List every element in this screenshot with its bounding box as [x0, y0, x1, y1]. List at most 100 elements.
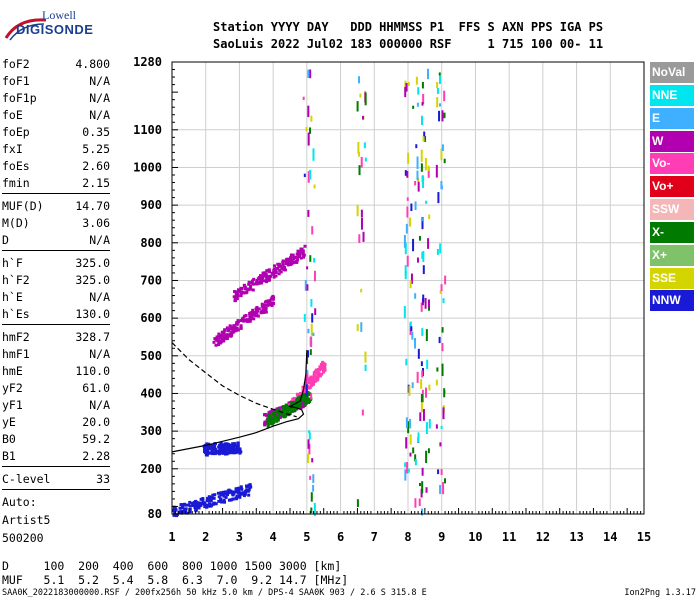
interference-point — [409, 321, 412, 329]
param-value: 110.0 — [75, 364, 110, 378]
divider — [2, 193, 110, 196]
echo-point — [230, 332, 234, 336]
x-tick-label: 1 — [168, 530, 175, 544]
echo-point — [270, 271, 274, 275]
auto-label: Auto: — [2, 495, 37, 509]
divider — [2, 489, 110, 492]
interference-point — [310, 323, 313, 336]
interference-point — [312, 148, 315, 161]
echo-point — [315, 369, 319, 373]
echo-point — [215, 451, 219, 455]
echo-point — [219, 445, 223, 449]
interference-point — [443, 90, 446, 102]
echo-point — [243, 490, 247, 494]
echo-point — [251, 279, 255, 283]
echo-point — [287, 401, 291, 405]
echo-point — [275, 415, 279, 419]
echo-point — [204, 450, 208, 454]
interference-point — [436, 81, 439, 89]
echo-point — [219, 442, 223, 446]
interference-point — [312, 474, 315, 483]
echo-point — [203, 505, 207, 509]
param-label: foEp — [2, 125, 30, 139]
echo-point — [227, 498, 231, 502]
param-row: foF2 4.800 — [2, 56, 110, 73]
echo-point — [235, 326, 239, 330]
echo-point — [230, 447, 234, 451]
interference-point — [442, 298, 445, 304]
interference-point — [358, 165, 361, 176]
echo-point — [306, 398, 310, 402]
echo-point — [270, 422, 274, 426]
x-tick-label: 8 — [404, 530, 411, 544]
interference-point — [438, 75, 441, 85]
echo-point — [222, 339, 226, 343]
param-row: hmF2 328.7 — [2, 329, 110, 346]
echo-point — [239, 291, 243, 295]
interference-point — [405, 82, 408, 92]
echo-point — [195, 503, 199, 507]
echo-point — [201, 497, 205, 501]
param-row: D N/A — [2, 232, 110, 249]
interference-point — [427, 299, 430, 308]
echo-point — [244, 314, 248, 318]
echo-point — [219, 341, 223, 345]
echo-point — [294, 405, 298, 409]
echo-point — [298, 252, 302, 256]
interference-point — [364, 157, 367, 162]
interference-point — [444, 478, 447, 484]
interference-point — [313, 270, 316, 282]
echo-point — [175, 514, 179, 518]
echo-point — [282, 405, 286, 409]
param-label: hmF1 — [2, 347, 30, 361]
interference-point — [422, 409, 425, 421]
echo-point — [294, 255, 298, 259]
param-row: foEs 2.60 — [2, 158, 110, 175]
echo-point — [234, 490, 238, 494]
interference-point — [361, 409, 364, 416]
echo-point — [263, 422, 267, 426]
interference-point — [416, 102, 419, 107]
interference-point — [356, 324, 359, 332]
echo-point — [209, 451, 213, 455]
echo-point — [244, 484, 248, 488]
echo-point — [277, 272, 281, 276]
echo-point — [279, 415, 283, 419]
echo-point — [301, 385, 305, 389]
echo-point — [216, 338, 220, 342]
echo-point — [300, 397, 304, 401]
echo-point — [266, 422, 270, 426]
echo-point — [296, 252, 300, 256]
echo-point — [239, 486, 243, 490]
echo-point — [271, 416, 275, 420]
x-tick-label: 6 — [337, 530, 344, 544]
echo-point — [276, 418, 280, 422]
echo-point — [275, 419, 279, 423]
echo-point — [218, 447, 222, 451]
echo-point — [301, 401, 305, 405]
echo-point — [317, 368, 321, 372]
interference-point — [439, 103, 442, 107]
interference-point — [307, 132, 310, 146]
interference-point — [306, 266, 309, 270]
echo-point — [238, 448, 242, 452]
interference-point — [422, 294, 425, 303]
echo-point — [232, 295, 236, 299]
header-line-1: Station YYYY DAY DDD HHMMSS P1 FFS S AXN… — [213, 20, 604, 34]
echo-point — [249, 281, 253, 285]
y-tick-label: 600 — [140, 311, 162, 325]
echo-point — [217, 343, 221, 347]
echo-point — [220, 500, 224, 504]
echo-point — [249, 287, 253, 291]
param-row: yF2 61.0 — [2, 380, 110, 397]
footer-file-info: SAA0K_2022183000000.RSF / 200fx256h 50 k… — [2, 588, 427, 598]
divider — [2, 250, 110, 253]
interference-point — [416, 257, 419, 263]
echo-point — [296, 249, 300, 253]
param-value: 4.800 — [75, 57, 110, 71]
echo-point — [281, 259, 285, 263]
interference-point — [308, 443, 311, 455]
echo-point — [272, 272, 276, 276]
echo-point — [229, 334, 233, 338]
echo-point — [213, 337, 217, 341]
